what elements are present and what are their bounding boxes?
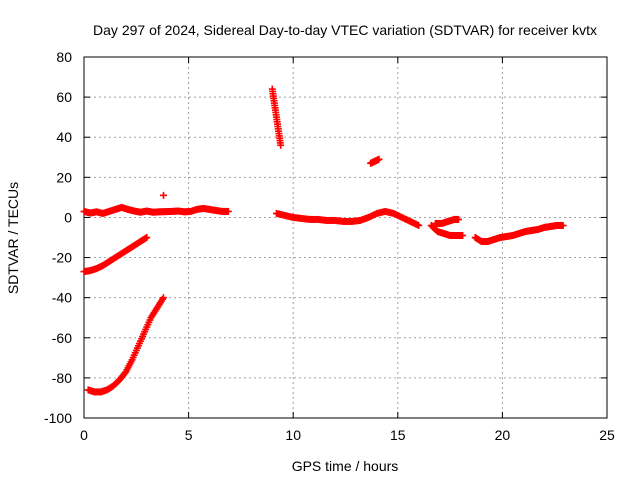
y-tick-labels: -100 -80 -60 -40 -20 0 20 40 60 80 <box>44 49 72 426</box>
data-points <box>80 85 567 396</box>
x-tick-label: 10 <box>285 427 301 443</box>
x-tick-label: 0 <box>80 427 88 443</box>
data-point-plus-marker <box>143 234 151 241</box>
y-tick-label: 0 <box>64 209 72 225</box>
y-tick-label: -20 <box>52 250 72 266</box>
data-point-plus-marker <box>454 215 462 223</box>
y-tick-label: -60 <box>52 330 72 346</box>
grid-lines <box>84 57 607 418</box>
x-tick-labels: 0 5 10 15 20 25 <box>80 427 615 443</box>
y-tick-label: -40 <box>52 290 72 306</box>
y-tick-label: 80 <box>56 49 72 65</box>
y-tick-label: 60 <box>56 89 72 105</box>
y-axis-label: SDTVAR / TECUs <box>5 182 21 294</box>
x-axis-label: GPS time / hours <box>292 458 399 474</box>
plot-frame <box>83 56 608 419</box>
x-tick-label: 5 <box>185 427 193 443</box>
data-point-plus-marker <box>415 221 423 229</box>
data-point-plus-marker <box>559 221 567 229</box>
x-tick-label: 25 <box>599 427 615 443</box>
data-point-plus-marker <box>375 155 383 163</box>
data-point-plus-marker <box>277 141 285 149</box>
y-tick-label: -80 <box>52 370 72 386</box>
y-tick-label: -100 <box>44 410 72 426</box>
y-tick-label: 40 <box>56 129 72 145</box>
data-point-plus-marker <box>224 207 232 215</box>
data-point-plus-marker <box>159 191 167 199</box>
chart-title: Day 297 of 2024, Sidereal Day-to-day VTE… <box>93 22 597 38</box>
data-point-plus-marker <box>459 231 467 239</box>
x-tick-label: 15 <box>390 427 406 443</box>
data-point-plus-marker <box>159 294 167 302</box>
y-tick-label: 20 <box>56 169 72 185</box>
x-tick-label: 20 <box>495 427 511 443</box>
